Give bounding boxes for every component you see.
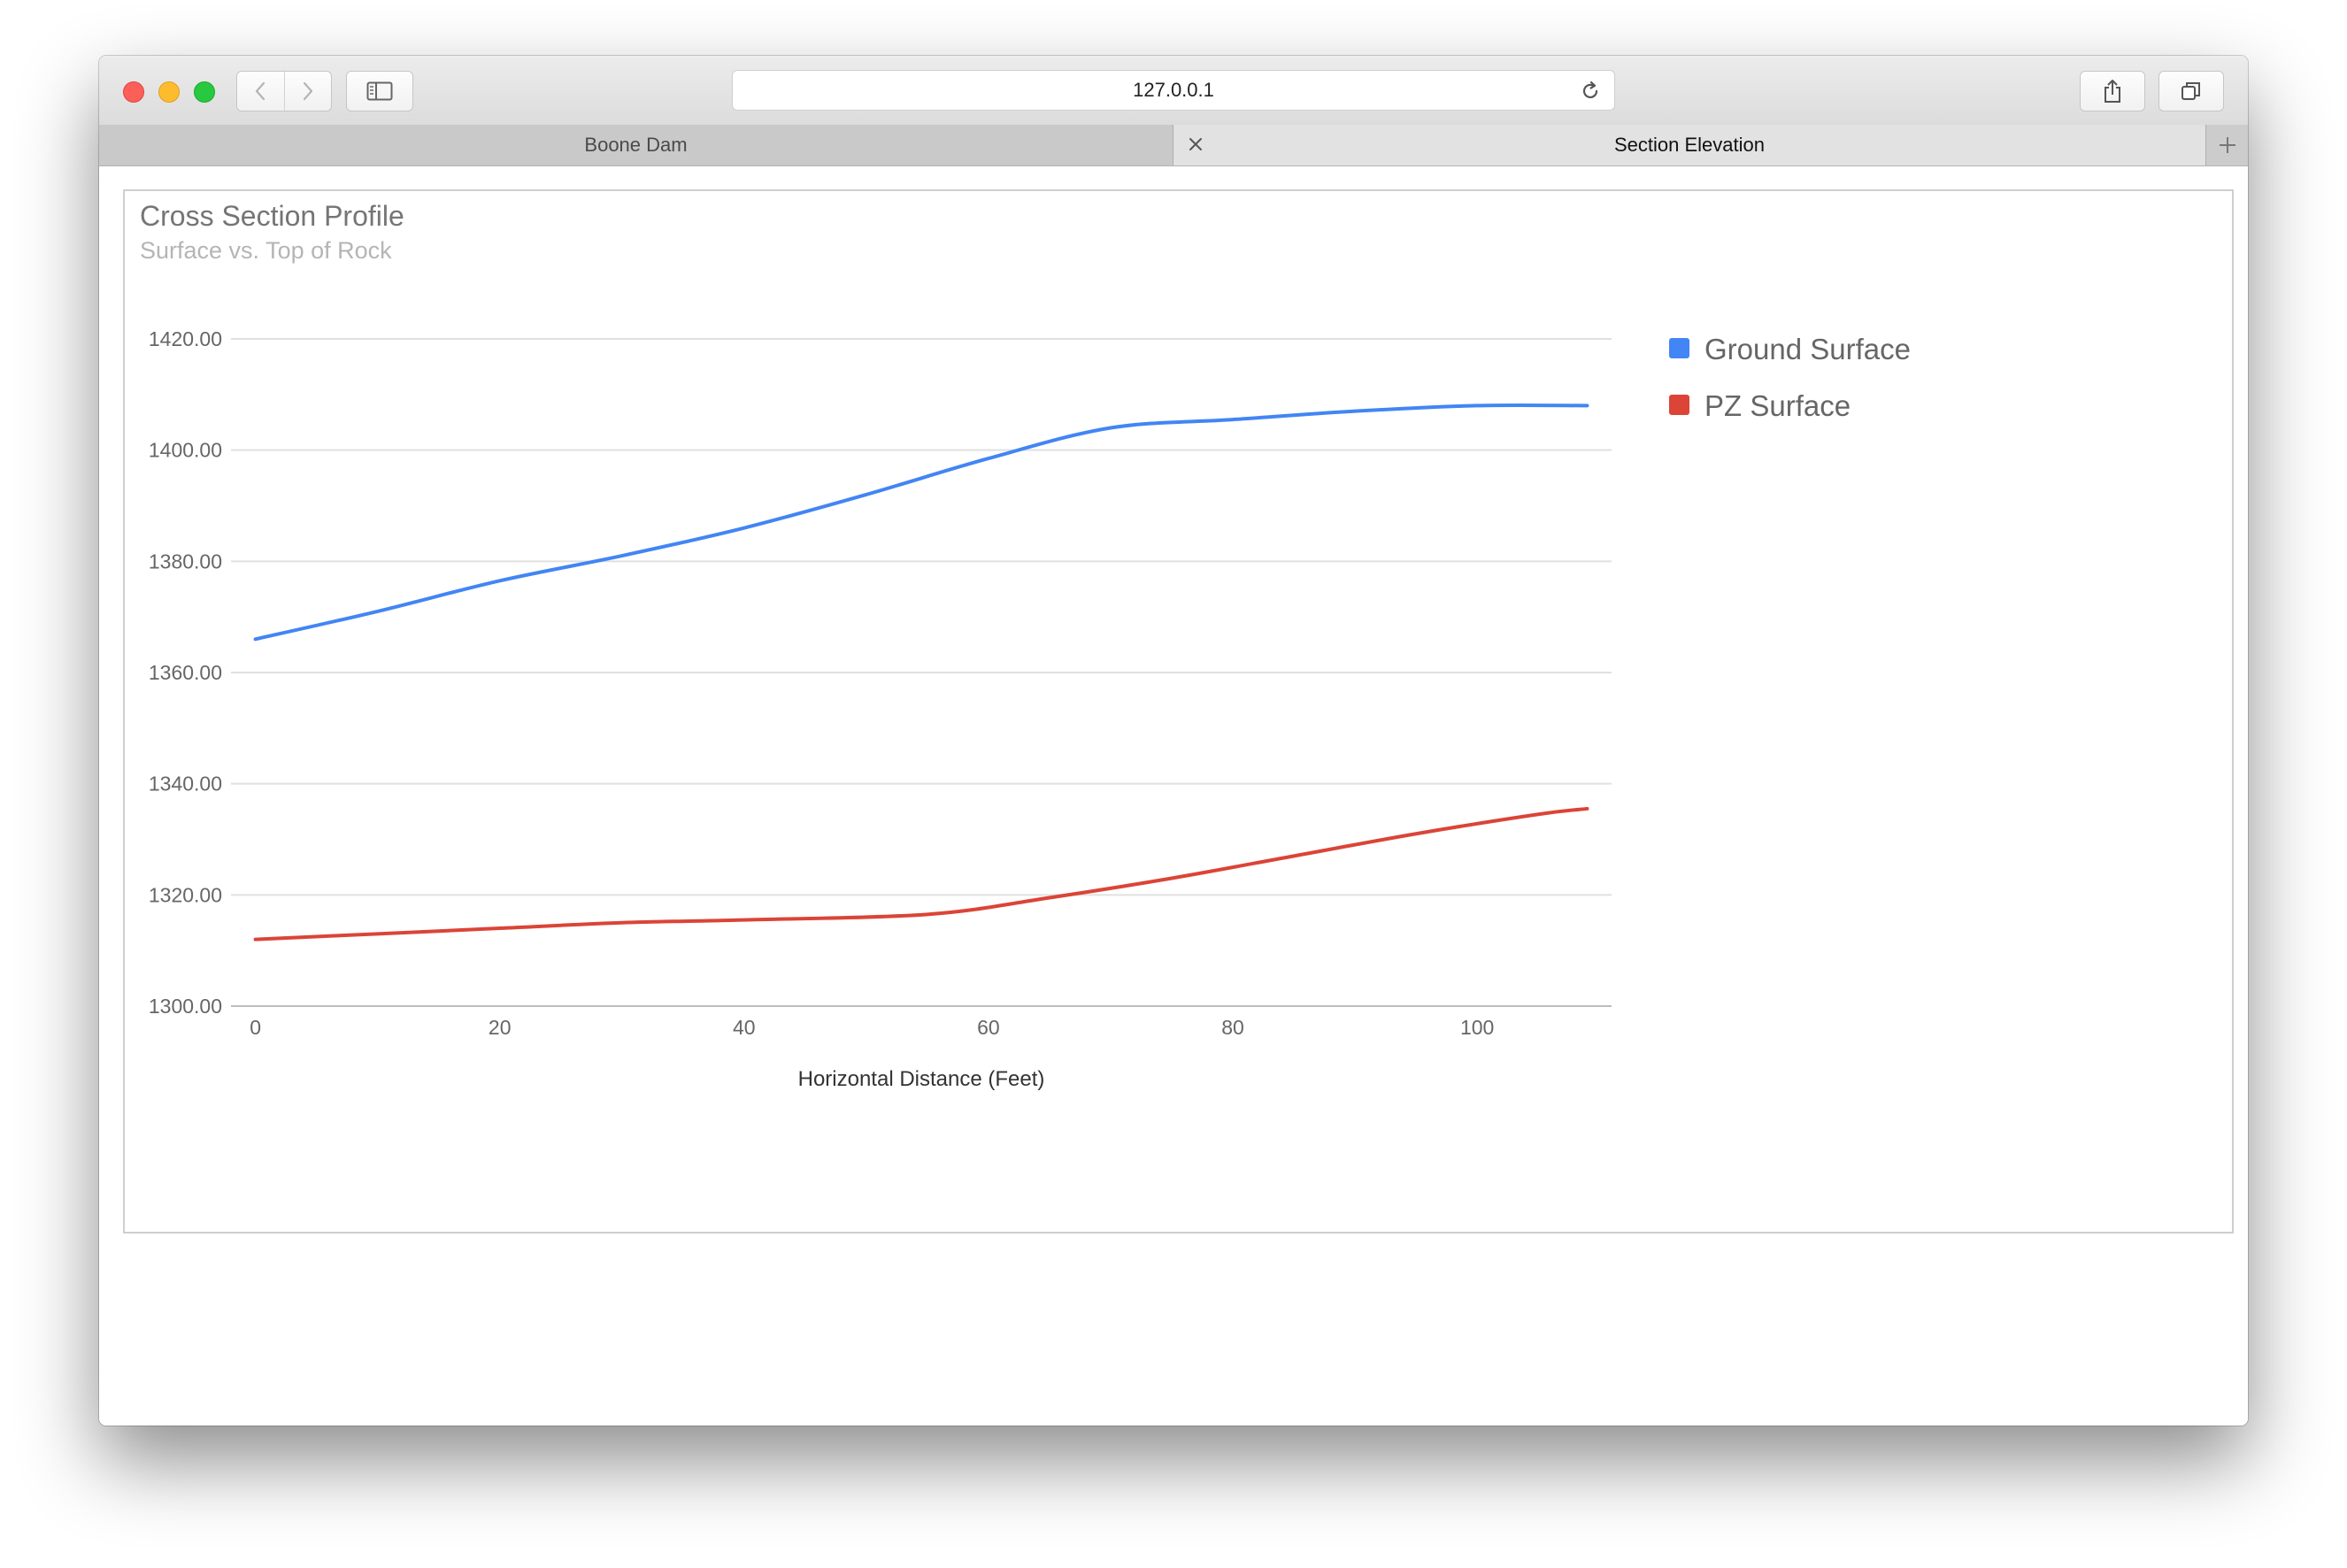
x-tick-label: 100 — [1460, 1016, 1494, 1039]
sidebar-icon — [366, 81, 393, 101]
tab-bar: Boone Dam Section Elevation — [99, 125, 2248, 166]
y-tick-label: 1320.00 — [149, 883, 222, 906]
back-button[interactable] — [237, 72, 284, 111]
tab-section-elevation[interactable]: Section Elevation — [1174, 125, 2205, 165]
address-bar[interactable]: 127.0.0.1 — [732, 70, 1615, 111]
close-icon[interactable] — [1186, 135, 1205, 154]
x-tick-label: 0 — [250, 1016, 261, 1039]
y-tick-label: 1380.00 — [149, 550, 222, 573]
tab-label: Boone Dam — [584, 134, 688, 156]
chart-title: Cross Section Profile — [140, 200, 404, 232]
chevron-left-icon — [256, 81, 265, 101]
legend-swatch — [1669, 395, 1689, 415]
x-tick-label: 60 — [977, 1016, 1000, 1039]
reload-icon[interactable] — [1579, 80, 1602, 103]
share-button[interactable] — [2080, 71, 2145, 111]
url-text: 127.0.0.1 — [1133, 79, 1214, 101]
y-tick-label: 1400.00 — [149, 439, 222, 462]
sidebar-button[interactable] — [346, 71, 413, 111]
x-tick-label: 40 — [733, 1016, 756, 1039]
line-chart: 1300.00 1320.00 1340.00 1360.00 1380.00 1400.… — [149, 327, 1612, 1091]
browser-window: 127.0.0.1 Boone Dam Section Elevation Cr… — [99, 56, 2248, 1426]
browser-toolbar: 127.0.0.1 — [99, 56, 2248, 126]
legend-swatch — [1669, 338, 1689, 358]
legend-label: PZ Surface — [1704, 389, 1851, 422]
page-content: Cross Section Profile Surface vs. Top of… — [99, 166, 2248, 1426]
x-axis-title: Horizontal Distance (Feet) — [798, 1067, 1045, 1091]
new-tab-button[interactable] — [2205, 125, 2248, 165]
series-line-pz-surface — [253, 806, 1589, 942]
plus-icon — [2219, 137, 2235, 153]
share-icon — [2105, 80, 2120, 103]
legend-label: Ground Surface — [1704, 333, 1911, 365]
x-tick-label: 20 — [489, 1016, 512, 1039]
tab-boone-dam[interactable]: Boone Dam — [99, 125, 1174, 165]
y-tick-label: 1340.00 — [149, 772, 222, 796]
minimize-window-button[interactable] — [158, 81, 180, 103]
tabs-overview-icon — [2182, 82, 2200, 100]
y-tick-label: 1420.00 — [149, 327, 222, 350]
y-tick-label: 1300.00 — [149, 995, 222, 1018]
forward-button[interactable] — [283, 72, 332, 111]
chart-container: Cross Section Profile Surface vs. Top of… — [123, 189, 2234, 1234]
navigation-buttons — [236, 71, 332, 111]
close-window-button[interactable] — [123, 81, 144, 103]
chevron-right-icon — [303, 81, 312, 101]
zoom-window-button[interactable] — [194, 81, 215, 103]
x-tick-label: 80 — [1221, 1016, 1244, 1039]
y-tick-label: 1360.00 — [149, 661, 222, 684]
chart-subtitle: Surface vs. Top of Rock — [140, 237, 392, 264]
tabs-overview-button[interactable] — [2158, 71, 2224, 111]
tab-label: Section Elevation — [1614, 134, 1765, 156]
series-line-ground-surface — [253, 403, 1589, 642]
